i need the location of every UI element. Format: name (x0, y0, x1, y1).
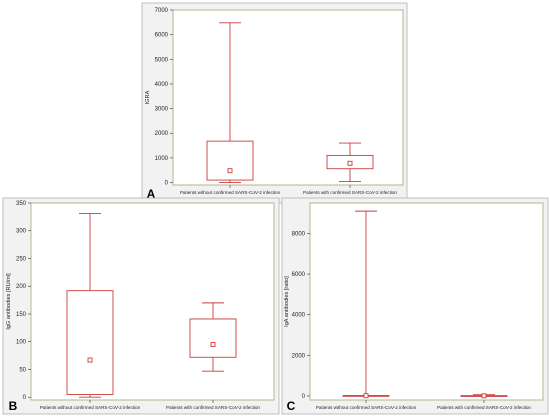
panel-letter: B (9, 399, 18, 413)
y-tick-label: 6000 (292, 272, 306, 278)
panel-letter: A (147, 187, 156, 201)
plot-area (30, 202, 275, 401)
y-tick-label: 2000 (292, 353, 306, 359)
plot-area (172, 9, 404, 186)
y-tick-label: 5000 (155, 57, 169, 63)
panel-c: 0 2000 4000 6000 8000 IgA antibodies [ratio] P… (281, 197, 549, 415)
x-category-label: Patients with confirmed SARS-CoV-2 infec… (303, 190, 397, 195)
panel-b: 0 50 100 150 200 250 300 350 IgG antibodies [RU/… (2, 197, 280, 415)
iqr-box (206, 140, 254, 181)
y-tick-label: 300 (16, 229, 27, 235)
y-tick-label: 50 (19, 367, 26, 373)
x-category-label: Patients without confirmed SARS-CoV-2 in… (180, 190, 281, 195)
median-marker (347, 160, 353, 166)
y-tick-label: 1000 (155, 156, 169, 162)
y-tick-label: 200 (16, 284, 27, 290)
panel-a: 0 1000 2000 3000 4000 5000 6000 7000 IGRA Patient… (141, 2, 408, 204)
x-category-label: Patients with confirmed SARS-CoV-2 infec… (166, 405, 260, 410)
median-marker (227, 168, 233, 174)
y-axis-label: IGRA (145, 90, 151, 104)
panel-letter: C (287, 399, 296, 413)
median-marker (481, 393, 487, 399)
y-tick-label: 0 (23, 395, 27, 401)
y-axis-label: IgA antibodies [ratio] (284, 276, 290, 327)
x-category-label: Patients with confirmed SARS-CoV-2 infec… (437, 405, 531, 410)
median-marker (210, 342, 216, 347)
iqr-box (326, 154, 374, 170)
y-tick-label: 0 (165, 181, 169, 187)
y-tick-label: 150 (16, 312, 27, 318)
x-category-label: Patients without confirmed SARS-CoV-2 in… (40, 405, 141, 410)
y-tick-label: 250 (16, 256, 27, 262)
y-axis-label: IgG antibodies [RU/ml] (6, 273, 12, 330)
iqr-box (66, 290, 114, 395)
y-tick-label: 7000 (155, 8, 169, 14)
plot-area (309, 202, 544, 401)
iqr-box (189, 318, 237, 358)
y-tick-label: 8000 (292, 231, 306, 237)
y-tick-label: 6000 (155, 33, 169, 39)
median-marker (363, 393, 369, 399)
y-tick-label: 100 (16, 340, 27, 346)
x-category-label: Patients without confirmed SARS-CoV-2 in… (316, 405, 417, 410)
median-marker (87, 357, 93, 363)
y-tick-label: 4000 (155, 82, 169, 88)
y-tick-label: 0 (302, 394, 306, 400)
y-tick-label: 4000 (292, 313, 306, 319)
y-tick-label: 350 (16, 201, 27, 207)
y-tick-label: 2000 (155, 131, 169, 137)
y-tick-label: 3000 (155, 107, 169, 113)
